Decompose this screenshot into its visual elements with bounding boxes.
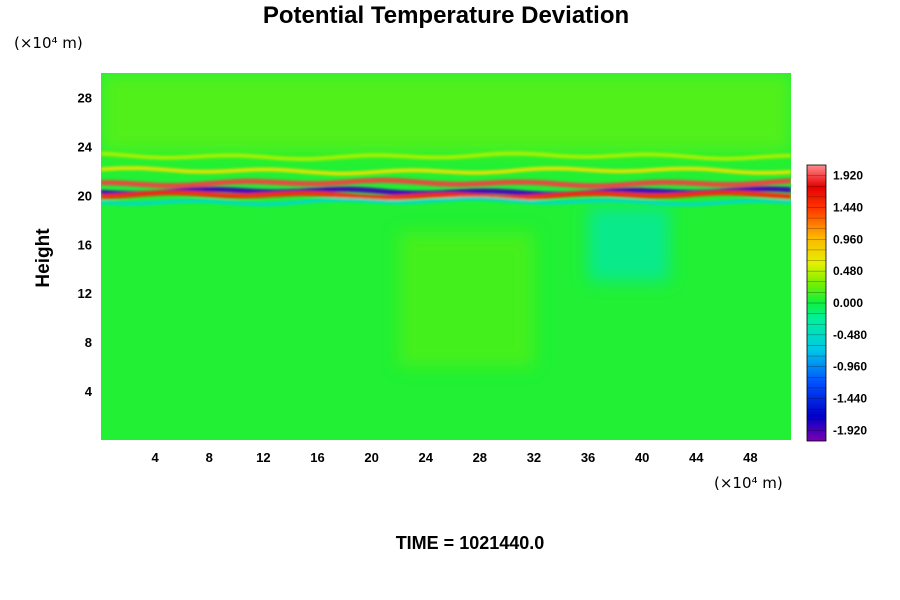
heatmap-band — [101, 166, 791, 176]
y-axis-label: Height — [33, 228, 54, 288]
x-tick-label: 12 — [256, 450, 270, 465]
heatmap-region — [398, 232, 534, 367]
x-tick-label: 48 — [743, 450, 757, 465]
y-tick-label: 20 — [78, 188, 92, 203]
heatmap-band — [101, 151, 791, 161]
x-tick-label: 44 — [689, 450, 704, 465]
heatmap-band — [101, 190, 791, 201]
x-tick-label: 20 — [364, 450, 378, 465]
y-tick-label: 8 — [85, 335, 92, 350]
colorbar-level-lines — [807, 175, 826, 431]
heatmap-plot-area — [101, 73, 791, 440]
y-tick-label: 24 — [78, 139, 93, 154]
x-tick-label: 40 — [635, 450, 649, 465]
x-tick-label: 36 — [581, 450, 595, 465]
x-axis-unit: (×10⁴ m) — [714, 474, 783, 492]
x-axis-ticks: 4 8 12 16 20 24 28 32 36 40 44 48 — [152, 450, 758, 465]
colorbar-label: -0.480 — [833, 328, 867, 342]
x-tick-label: 8 — [206, 450, 213, 465]
chart-title: Potential Temperature Deviation — [263, 2, 629, 29]
colorbar-label: -1.920 — [833, 423, 867, 437]
colorbar-label: 0.960 — [833, 232, 863, 246]
colorbar-labels: 1.920 1.440 0.960 0.480 0.000 -0.480 -0.960 -1.… — [833, 169, 867, 438]
y-axis-ticks: 4 8 12 16 20 24 28 — [78, 90, 93, 399]
heatmap-band — [101, 196, 791, 207]
time-label: TIME = 1021440.0 — [396, 533, 545, 553]
y-tick-label: 12 — [78, 286, 92, 301]
x-tick-label: 32 — [527, 450, 541, 465]
colorbar-label: 1.920 — [833, 169, 863, 183]
x-tick-label: 4 — [152, 450, 160, 465]
colorbar-label: 0.000 — [833, 296, 863, 310]
y-tick-label: 16 — [78, 237, 92, 252]
colorbar-label: 1.440 — [833, 200, 863, 214]
y-tick-label: 4 — [85, 384, 93, 399]
heatmap-region — [588, 207, 670, 281]
colorbar-label: 0.480 — [833, 264, 863, 278]
x-tick-label: 16 — [310, 450, 324, 465]
y-tick-label: 28 — [78, 90, 92, 105]
heatmap-region — [101, 73, 791, 153]
y-axis-unit: (×10⁴ m) — [14, 34, 83, 52]
x-tick-label: 28 — [473, 450, 487, 465]
heatmap-band — [101, 177, 791, 189]
colorbar-label: -0.960 — [833, 360, 867, 374]
x-tick-label: 24 — [418, 450, 433, 465]
colorbar-label: -1.440 — [833, 392, 867, 406]
